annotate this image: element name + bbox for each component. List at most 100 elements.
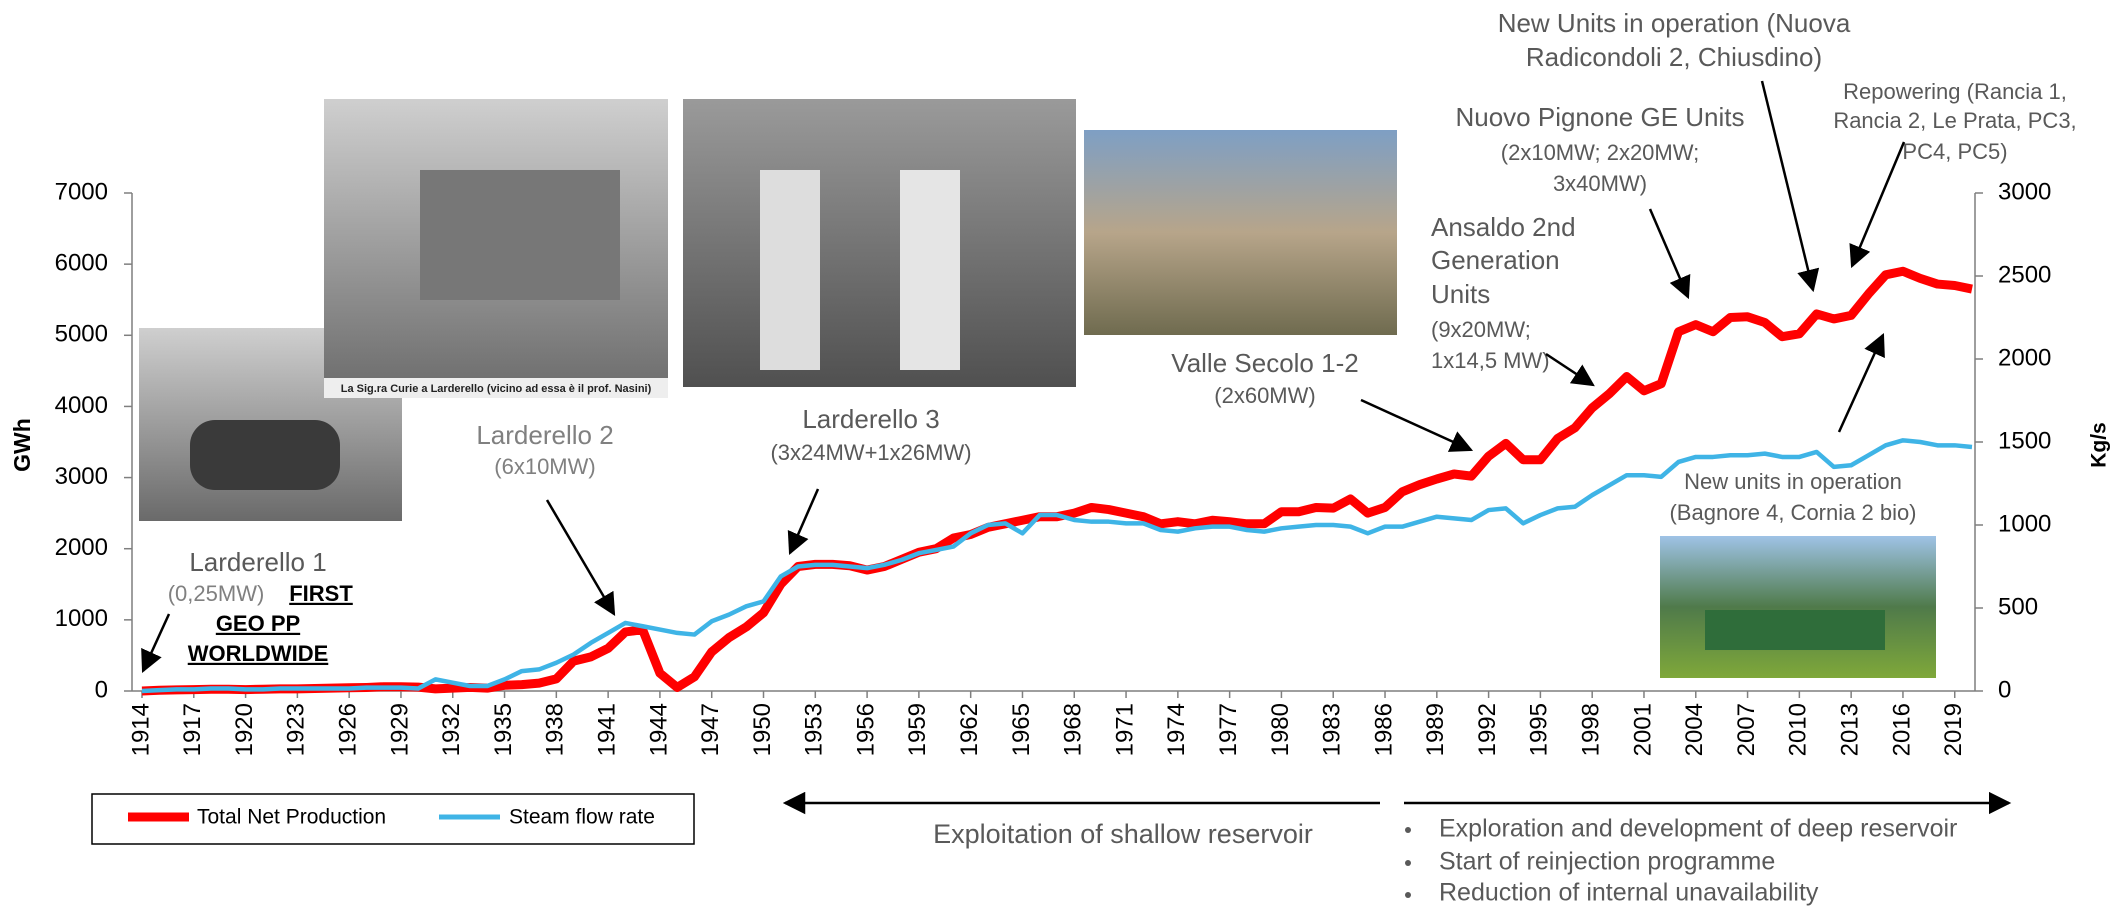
x-tick-label: 1953 — [801, 703, 828, 756]
x-tick-label: 1977 — [1215, 703, 1242, 756]
annotation-text: Larderello 1 — [189, 547, 326, 577]
period-label: Reduction of internal unavailability — [1439, 879, 1819, 907]
x-tick-label: 1956 — [852, 703, 879, 756]
annotation-text: Generation — [1431, 245, 1560, 275]
photo — [1084, 130, 1397, 335]
annotation-text: Ansaldo 2nd — [1431, 212, 1576, 242]
annotation-text: FIRST — [289, 581, 353, 606]
x-tick-label: 1950 — [749, 703, 776, 756]
annotation-text: 3x40MW) — [1553, 171, 1647, 196]
x-tick-label: 1923 — [283, 703, 310, 756]
annotation: Valle Secolo 1-2 (2x60MW) — [1171, 348, 1471, 450]
x-tick-label: 2004 — [1681, 703, 1708, 756]
annotation-text: Nuovo Pignone GE Units — [1455, 102, 1744, 132]
y2-tick-label: 500 — [1998, 593, 2038, 620]
y2-tick-label: 1000 — [1998, 510, 2051, 537]
photo-caption: La Sig.ra Curie a Larderello (vicino ad … — [341, 383, 652, 395]
x-tick-label: 1947 — [697, 703, 724, 756]
y-tick-label: 4000 — [55, 392, 108, 419]
x-tick-label: 1980 — [1267, 703, 1294, 756]
photo — [683, 99, 1076, 387]
y-tick-label: 3000 — [55, 463, 108, 490]
x-tick-label: 1992 — [1474, 703, 1501, 756]
x-tick-label: 2010 — [1785, 703, 1812, 756]
y-tick-label: 6000 — [55, 249, 108, 276]
x-tick-label: 1938 — [542, 703, 569, 756]
annotation-text: PC4, PC5) — [1902, 139, 2007, 164]
x-tick-label: 1983 — [1319, 703, 1346, 756]
y2-tick-label: 3000 — [1998, 178, 2051, 205]
arrow — [547, 500, 614, 614]
annotation-text: Larderello 2 — [476, 420, 613, 450]
annotation-text: (0,25MW) — [168, 581, 265, 606]
annotation-text: New Units in operation (Nuova — [1498, 8, 1851, 38]
annotation: Repowering (Rancia 1, Rancia 2, Le Prata… — [1833, 79, 2076, 266]
x-tick-label: 2007 — [1733, 703, 1760, 756]
y2-axis-title: Kg/s — [2088, 422, 2111, 468]
period-label: Exploration and development of deep rese… — [1439, 815, 1957, 843]
annotation-text: New units in operation — [1684, 469, 1902, 494]
x-tick-label: 1986 — [1370, 703, 1397, 756]
arrow — [1546, 354, 1593, 385]
x-tick-label: 2019 — [1940, 703, 1967, 756]
annotation-text: 1x14,5 MW) — [1431, 348, 1550, 373]
annotation-text: Radicondoli 2, Chiusdino) — [1526, 42, 1822, 72]
x-tick-label: 1998 — [1578, 703, 1605, 756]
x-tick-label: 1971 — [1111, 703, 1138, 756]
annotation-text: Larderello 3 — [802, 404, 939, 434]
period-label: Start of reinjection programme — [1439, 848, 1775, 876]
y2-tick-label: 2500 — [1998, 261, 2051, 288]
chart: La Sig.ra Curie a Larderello (vicino ad … — [0, 0, 2116, 909]
x-tick-label: 1959 — [904, 703, 931, 756]
annotation: Larderello 1 (0,25MW) FIRST GEO PP WORLD… — [143, 547, 353, 671]
arrow — [1650, 209, 1688, 297]
x-tick-label: 1917 — [179, 703, 206, 756]
x-tick-label: 1965 — [1008, 703, 1035, 756]
y-axis-title: GWh — [9, 418, 35, 472]
x-tick-label: 2001 — [1629, 703, 1656, 756]
annotation-text: (Bagnore 4, Cornia 2 bio) — [1669, 500, 1916, 525]
annotation-text: (2x10MW; 2x20MW; — [1501, 140, 1699, 165]
y-tick-label: 2000 — [55, 534, 108, 561]
arrow — [1839, 335, 1883, 432]
period: Exploration and development of deep rese… — [1404, 803, 2009, 907]
arrow — [1852, 142, 1904, 266]
annotation: Ansaldo 2nd Generation Units (9x20MW; 1x… — [1431, 212, 1593, 385]
x-tick-label: 1929 — [386, 703, 413, 756]
x-tick-label: 1995 — [1526, 703, 1553, 756]
annotation: Larderello 2 (6x10MW) — [476, 420, 614, 614]
x-tick-label: 1935 — [490, 703, 517, 756]
x-tick-label: 1920 — [231, 703, 258, 756]
y-tick-label: 1000 — [55, 605, 108, 632]
annotation-text: GEO PP — [216, 611, 300, 636]
x-tick-label: 1926 — [335, 703, 362, 756]
arrow — [143, 614, 169, 671]
x-tick-label: 1968 — [1060, 703, 1087, 756]
x-tick-label: 1974 — [1163, 703, 1190, 756]
x-tick-label: 1944 — [645, 703, 672, 756]
annotation-text: (2x60MW) — [1214, 383, 1315, 408]
period-label: Exploitation of shallow reservoir — [933, 819, 1313, 849]
annotation: New units in operation (Bagnore 4, Corni… — [1669, 335, 1916, 525]
annotation-text: (3x24MW+1x26MW) — [770, 440, 971, 465]
annotation-text: (9x20MW; — [1431, 317, 1531, 342]
x-tick-label: 2016 — [1888, 703, 1915, 756]
annotation-text: Repowering (Rancia 1, — [1843, 79, 2067, 104]
y2-tick-label: 2000 — [1998, 344, 2051, 371]
annotation-text: Valle Secolo 1-2 — [1171, 348, 1358, 378]
x-tick-label: 1932 — [438, 703, 465, 756]
y2-tick-label: 0 — [1998, 676, 2011, 703]
x-tick-label: 1989 — [1422, 703, 1449, 756]
annotation-text: WORLDWIDE — [188, 641, 329, 666]
x-tick-label: 1941 — [593, 703, 620, 756]
y-tick-label: 5000 — [55, 321, 108, 348]
y2-tick-label: 1500 — [1998, 427, 2051, 454]
arrow — [1361, 400, 1471, 450]
arrow — [1762, 81, 1813, 290]
legend-label: Steam flow rate — [509, 806, 655, 829]
x-tick-label: 1914 — [127, 703, 154, 756]
arrow — [790, 489, 818, 553]
photo — [1660, 536, 1936, 678]
period: Exploitation of shallow reservoir — [785, 803, 1380, 849]
legend: Total Net Production Steam flow rate — [92, 794, 694, 844]
